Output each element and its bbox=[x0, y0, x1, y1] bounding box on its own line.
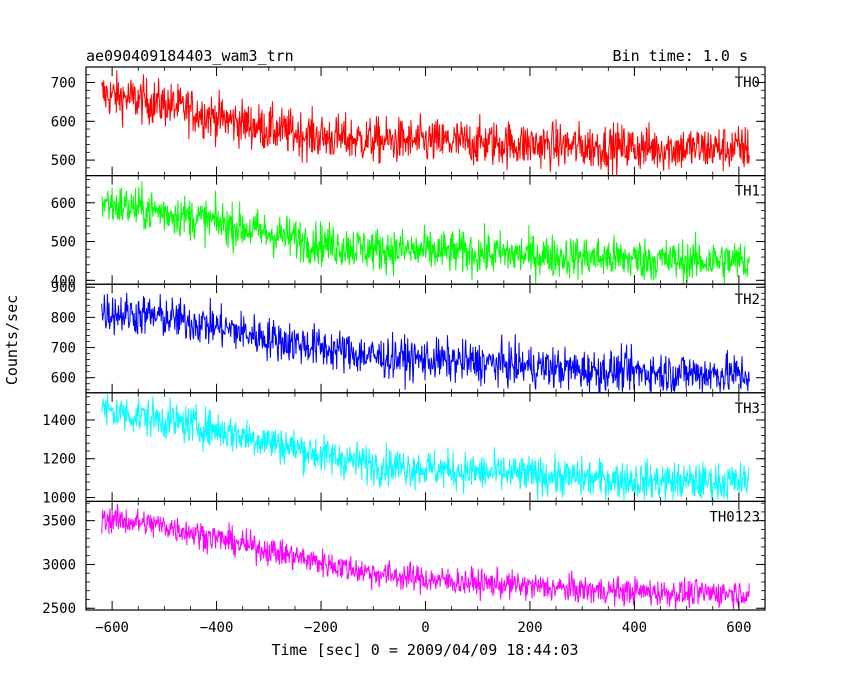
y-tick-label: 600 bbox=[51, 196, 76, 212]
x-tick-label: 0 bbox=[421, 620, 429, 636]
series-line-th1 bbox=[101, 181, 750, 285]
panel-label-th0123: TH0123 bbox=[709, 509, 760, 525]
y-tick-label: 1000 bbox=[42, 491, 76, 507]
chart-title-right: Bin time: 1.0 s bbox=[613, 47, 748, 65]
series-line-th3 bbox=[101, 394, 750, 502]
x-axis-label: Time [sec] 0 = 2009/04/09 18:44:03 bbox=[271, 641, 578, 659]
panel-label-th3: TH3 bbox=[735, 401, 760, 417]
y-tick-label: 2500 bbox=[42, 601, 76, 617]
x-tick-label: −200 bbox=[304, 620, 338, 636]
y-tick-label: 500 bbox=[51, 153, 76, 169]
panel-label-th0: TH0 bbox=[735, 75, 760, 91]
y-tick-label: 3500 bbox=[42, 514, 76, 530]
series-line-th2 bbox=[101, 292, 750, 393]
y-tick-label: 1200 bbox=[42, 452, 76, 468]
y-tick-label: 900 bbox=[51, 280, 76, 296]
panel-label-th2: TH2 bbox=[735, 292, 760, 308]
chart-title-left: ae090409184403_wam3_trn bbox=[86, 47, 294, 65]
y-tick-label: 500 bbox=[51, 235, 76, 251]
series-line-th0123 bbox=[101, 504, 750, 611]
x-tick-label: 200 bbox=[517, 620, 542, 636]
y-tick-label: 3000 bbox=[42, 557, 76, 573]
panel-frame-th1 bbox=[85, 175, 766, 285]
y-tick-label: 400 bbox=[51, 273, 76, 289]
y-tick-label: 600 bbox=[51, 371, 76, 387]
x-tick-label: 600 bbox=[726, 620, 751, 636]
y-tick-label: 1400 bbox=[42, 413, 76, 429]
x-tick-label: −400 bbox=[200, 620, 234, 636]
panels-group: 500 600 700 TH0 400 500 600 TH1 600 700 800 900 TH2 1… bbox=[42, 66, 766, 636]
panel-label-th1: TH1 bbox=[735, 184, 760, 200]
y-tick-label: 600 bbox=[51, 114, 76, 130]
panel-frame-th0123 bbox=[85, 500, 766, 611]
y-tick-label: 700 bbox=[51, 341, 76, 357]
y-axis-label: Counts/sec bbox=[3, 295, 21, 385]
series-line-th0 bbox=[101, 70, 750, 176]
y-tick-label: 800 bbox=[51, 310, 76, 326]
y-tick-label: 700 bbox=[51, 76, 76, 92]
x-tick-label: 400 bbox=[622, 620, 647, 636]
x-tick-label: −600 bbox=[95, 620, 129, 636]
